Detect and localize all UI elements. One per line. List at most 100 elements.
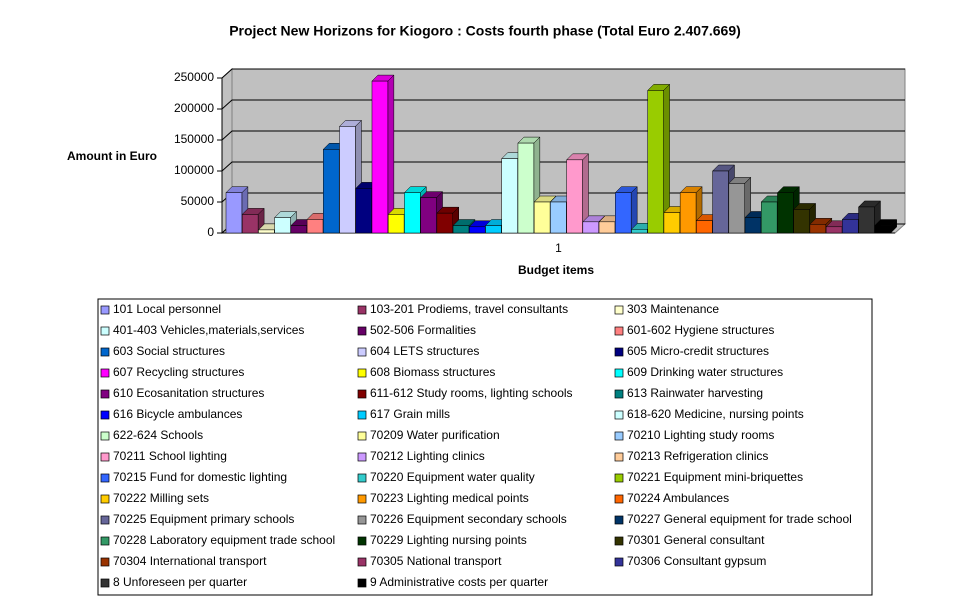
- legend-swatch: [614, 305, 624, 315]
- x-axis-label: Budget items: [518, 263, 594, 277]
- legend-label: 70223 Lighting medical points: [370, 491, 529, 505]
- y-tick-label: 250000: [174, 70, 214, 84]
- bar: [452, 225, 470, 234]
- bar: [339, 126, 356, 234]
- legend-label: 70305 National transport: [370, 554, 502, 568]
- grid-line: [221, 68, 905, 79]
- legend-label: 603 Social structures: [113, 344, 225, 358]
- legend-swatch: [357, 578, 367, 588]
- legend-swatch: [100, 347, 110, 357]
- legend-label: 70213 Refrigeration clinics: [627, 449, 768, 463]
- legend-swatch: [357, 347, 367, 357]
- legend-swatch: [100, 536, 110, 546]
- bar: [809, 224, 827, 234]
- legend-label: 70306 Consultant gypsum: [627, 554, 766, 568]
- legend-label: 70221 Equipment mini-briquettes: [627, 470, 803, 484]
- legend-label: 70210 Lighting study rooms: [627, 428, 774, 442]
- legend-label: 9 Administrative costs per quarter: [370, 575, 548, 589]
- chart-title: Project New Horizons for Kiogoro : Costs…: [229, 23, 741, 39]
- bar: [371, 80, 389, 234]
- legend-swatch: [614, 389, 624, 399]
- bar: [615, 192, 632, 234]
- bar: [387, 214, 405, 234]
- grid-line: [221, 130, 905, 141]
- bar: [550, 201, 567, 234]
- y-tick-label: 0: [207, 225, 214, 239]
- y-tick-label: 100000: [174, 163, 214, 177]
- legend-label: 611-612 Study rooms, lighting schools: [370, 386, 573, 400]
- legend-box: [97, 298, 873, 596]
- legend-label: 70226 Equipment secondary schools: [370, 512, 567, 526]
- legend-swatch: [357, 410, 367, 420]
- legend-label: 70209 Water purification: [370, 428, 500, 442]
- bar: [533, 201, 551, 234]
- bar: [744, 217, 762, 234]
- legend-label: 622-624 Schools: [113, 428, 203, 442]
- legend-swatch: [614, 473, 624, 483]
- legend-label: 401-403 Vehicles,materials,services: [113, 323, 304, 337]
- legend-swatch: [614, 326, 624, 336]
- bar: [517, 142, 535, 234]
- legend-swatch: [357, 326, 367, 336]
- legend-swatch: [614, 368, 624, 378]
- bar: [225, 192, 243, 234]
- bar: [355, 188, 372, 234]
- bar: [274, 217, 291, 234]
- bar: [631, 229, 648, 234]
- bar: [501, 158, 518, 234]
- legend-swatch: [614, 494, 624, 504]
- legend-swatch: [100, 557, 110, 567]
- bar: [436, 212, 453, 234]
- legend-swatch: [357, 515, 367, 525]
- legend-swatch: [614, 557, 624, 567]
- legend-label: 70227 General equipment for trade school: [627, 512, 852, 526]
- legend-label: 604 LETS structures: [370, 344, 479, 358]
- bar: [842, 219, 859, 234]
- bar: [696, 220, 713, 234]
- grid-line: [221, 161, 905, 172]
- legend-label: 608 Biomass structures: [370, 365, 495, 379]
- legend-label: 605 Micro-credit structures: [627, 344, 769, 358]
- legend-swatch: [100, 431, 110, 441]
- legend-swatch: [357, 536, 367, 546]
- legend-swatch: [357, 494, 367, 504]
- bar: [760, 201, 778, 234]
- bar: [306, 219, 324, 234]
- bar: [858, 206, 875, 234]
- legend-swatch: [357, 305, 367, 315]
- bar: [404, 192, 421, 234]
- bar: [420, 197, 437, 234]
- legend-label: 303 Maintenance: [627, 302, 719, 316]
- bar: [241, 214, 259, 234]
- legend-swatch: [100, 452, 110, 462]
- x-tick-label: 1: [555, 241, 562, 255]
- legend-label: 70228 Laboratory equipment trade school: [113, 533, 335, 547]
- legend-label: 70229 Lighting nursing points: [370, 533, 527, 547]
- legend-label: 70212 Lighting clinics: [370, 449, 485, 463]
- legend-swatch: [100, 515, 110, 525]
- bar: [582, 221, 599, 234]
- legend-label: 70225 Equipment primary schools: [113, 512, 294, 526]
- bar: [825, 226, 843, 234]
- bar: [323, 149, 340, 234]
- legend-label: 601-602 Hygiene structures: [627, 323, 774, 337]
- legend-label: 70211 School lighting: [113, 449, 227, 463]
- legend-swatch: [614, 536, 624, 546]
- legend-swatch: [614, 452, 624, 462]
- y-tick-label: 50000: [181, 194, 215, 208]
- legend-label: 613 Rainwater harvesting: [627, 386, 763, 400]
- legend-label: 8 Unforeseen per quarter: [113, 575, 247, 589]
- legend-swatch: [614, 431, 624, 441]
- bar: [728, 183, 745, 234]
- legend-swatch: [357, 368, 367, 378]
- legend-label: 616 Bicycle ambulances: [113, 407, 242, 421]
- legend-label: 70224 Ambulances: [627, 491, 729, 505]
- legend-swatch: [100, 368, 110, 378]
- legend-swatch: [357, 389, 367, 399]
- bar: [598, 221, 616, 234]
- legend-swatch: [100, 494, 110, 504]
- legend-label: 101 Local personnel: [113, 302, 221, 316]
- bar: [712, 170, 729, 234]
- y-axis-label: Amount in Euro: [67, 149, 157, 163]
